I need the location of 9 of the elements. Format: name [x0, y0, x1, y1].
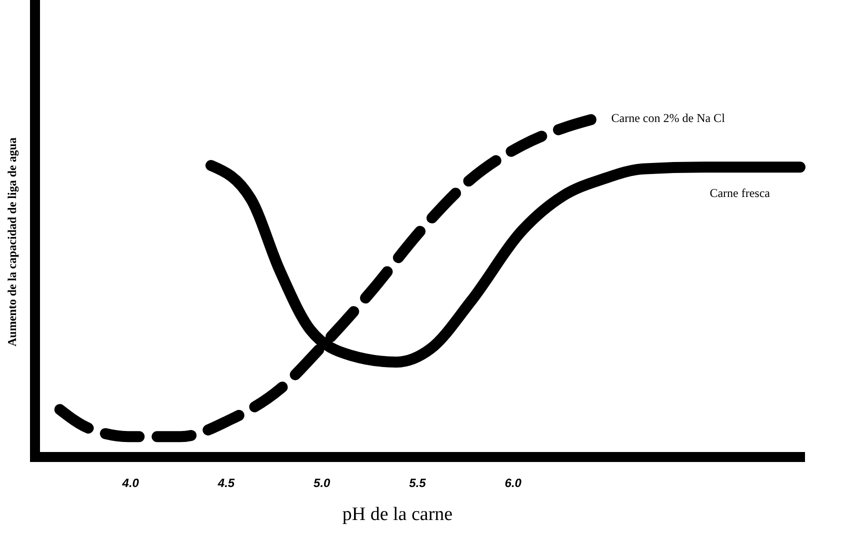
x-tick-label: 6.0	[504, 476, 522, 490]
x-tick-label: 5.0	[314, 476, 331, 490]
y-axis-title: Aumento de la capacidad de liga de agua	[5, 137, 19, 347]
series-label: Carne con 2% de Na Cl	[611, 111, 726, 125]
x-tick-label: 4.0	[121, 476, 140, 490]
x-tick-label: 4.5	[216, 476, 235, 490]
x-axis-title: pH de la carne	[342, 504, 453, 525]
series-label: Carne fresca	[710, 186, 771, 200]
x-tick-label: 5.5	[409, 476, 426, 490]
